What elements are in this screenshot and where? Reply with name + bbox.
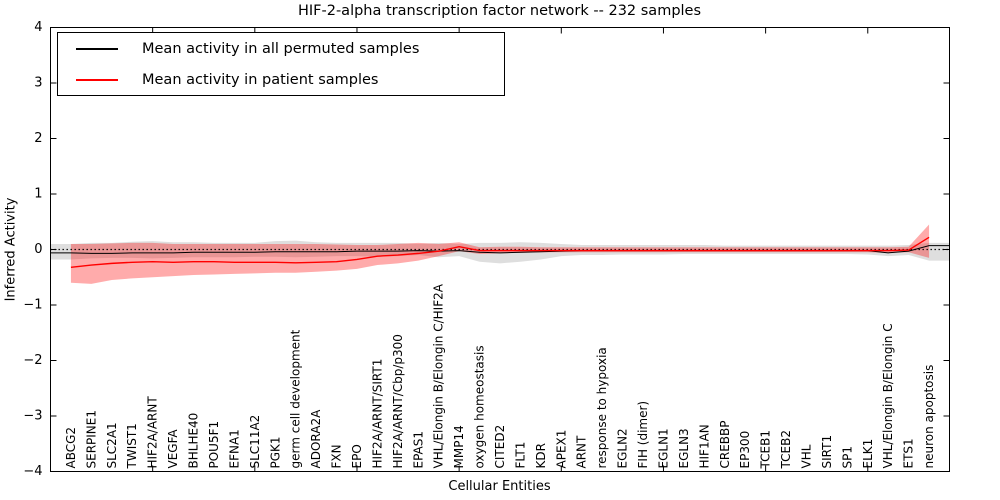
x-category-label: response to hypoxia [595, 347, 609, 468]
x-category-label: EFNA1 [227, 429, 241, 468]
x-category-label: ETS1 [902, 438, 916, 468]
x-category-label: SERPINE1 [84, 410, 98, 469]
x-category-label: MMP14 [452, 425, 466, 468]
x-category-label: FLT1 [513, 442, 527, 469]
x-category-label: ARNT [575, 435, 589, 469]
permuted-line-sample [76, 47, 118, 50]
x-category-label: CITED2 [493, 425, 507, 469]
x-category-label: VHL [799, 444, 813, 468]
x-category-label: TCEB1 [759, 430, 773, 469]
x-category-label: VEGFA [166, 429, 180, 469]
x-axis-label: Cellular Entities [448, 479, 551, 494]
y-tick-label: −2 [23, 353, 42, 368]
y-tick-label: 4 [34, 20, 42, 35]
x-category-label: VHL/Elongin B/Elongin C/HIF2A [432, 283, 446, 468]
x-category-label: germ cell development [289, 329, 303, 468]
x-category-label: EGLN2 [616, 428, 630, 468]
y-tick-label: 3 [34, 76, 42, 91]
y-tick-label: 2 [34, 131, 42, 146]
y-tick-label: 1 [34, 187, 42, 202]
chart-title: HIF-2-alpha transcription factor network… [297, 3, 702, 19]
x-category-label: FIH (dimer) [636, 401, 650, 469]
x-category-label: APEX1 [554, 430, 568, 469]
x-category-label: TCEB2 [779, 430, 793, 469]
x-category-label: HIF2A/ARNT/Cbp/p300 [391, 334, 405, 468]
x-category-label: VHL/Elongin B/Elongin C [881, 323, 895, 468]
x-category-label: HIF2A/ARNT/SIRT1 [370, 359, 384, 469]
x-category-label: SP1 [840, 446, 854, 469]
x-category-label: BHLHE40 [187, 413, 201, 469]
x-category-label: HIF2A/ARNT [146, 396, 160, 469]
x-category-label: EPO [350, 444, 364, 468]
x-category-label: CREBBP [718, 421, 732, 469]
legend-item-permuted: Mean activity in all permuted samples [58, 34, 504, 64]
x-category-label: EP300 [738, 431, 752, 469]
x-category-label: SLC2A1 [105, 422, 119, 468]
x-category-label: ABCG2 [64, 427, 78, 469]
y-axis-label: Inferred Activity [3, 197, 19, 302]
x-category-label: ELK1 [861, 439, 875, 469]
legend: Mean activity in all permuted samples Me… [57, 32, 505, 96]
x-category-label: HIF1AN [697, 424, 711, 468]
y-tick-label: 0 [34, 242, 42, 257]
legend-label-permuted: Mean activity in all permuted samples [142, 40, 420, 57]
y-tick-label: −4 [23, 464, 42, 479]
patient-line-sample [76, 78, 118, 81]
x-category-label: POU5F1 [207, 421, 221, 469]
x-category-label: SIRT1 [820, 435, 834, 469]
patient-mean-line [70, 236, 930, 268]
x-category-label: EPAS1 [411, 431, 425, 469]
x-category-label: TWIST1 [125, 423, 139, 469]
y-tick-label: −1 [23, 298, 42, 313]
x-category-label: oxygen homeostasis [473, 345, 487, 468]
x-category-label: FXN [330, 444, 344, 468]
x-category-label: PGK1 [268, 436, 282, 468]
x-category-label: KDR [534, 443, 548, 468]
x-category-label: EGLN3 [677, 428, 691, 468]
legend-item-patient: Mean activity in patient samples [58, 65, 504, 95]
x-category-label: SLC11A2 [248, 415, 262, 469]
patient-confidence-band [70, 224, 930, 284]
x-category-label: neuron apoptosis [922, 365, 936, 469]
y-tick-label: −3 [23, 409, 42, 424]
x-category-label: EGLN1 [656, 428, 670, 468]
legend-label-patient: Mean activity in patient samples [142, 71, 379, 88]
permuted-confidence-band [50, 240, 950, 264]
x-category-label: ADORA2A [309, 409, 323, 469]
